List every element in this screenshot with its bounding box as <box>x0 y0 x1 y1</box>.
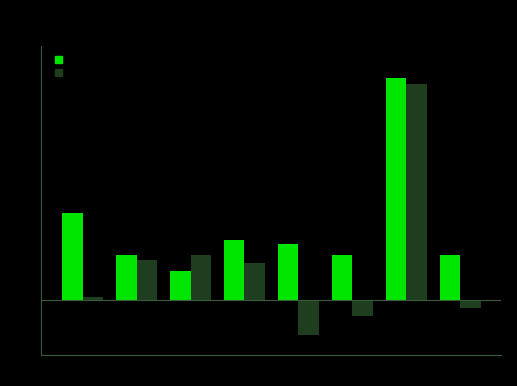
Bar <box>62 213 83 300</box>
Legend: Real PDI, Real PCE: Real PDI, Real PCE <box>51 51 114 82</box>
Bar <box>191 256 211 300</box>
Bar <box>386 78 406 300</box>
Bar <box>460 300 481 308</box>
Bar <box>83 296 103 300</box>
Bar <box>116 256 136 300</box>
Bar <box>170 271 191 300</box>
Bar <box>406 84 427 300</box>
Bar <box>439 256 460 300</box>
Bar <box>298 300 319 335</box>
Bar <box>245 263 265 300</box>
Bar <box>224 240 245 300</box>
Bar <box>352 300 373 315</box>
Bar <box>136 260 157 300</box>
Bar <box>278 244 298 300</box>
Bar <box>332 256 352 300</box>
